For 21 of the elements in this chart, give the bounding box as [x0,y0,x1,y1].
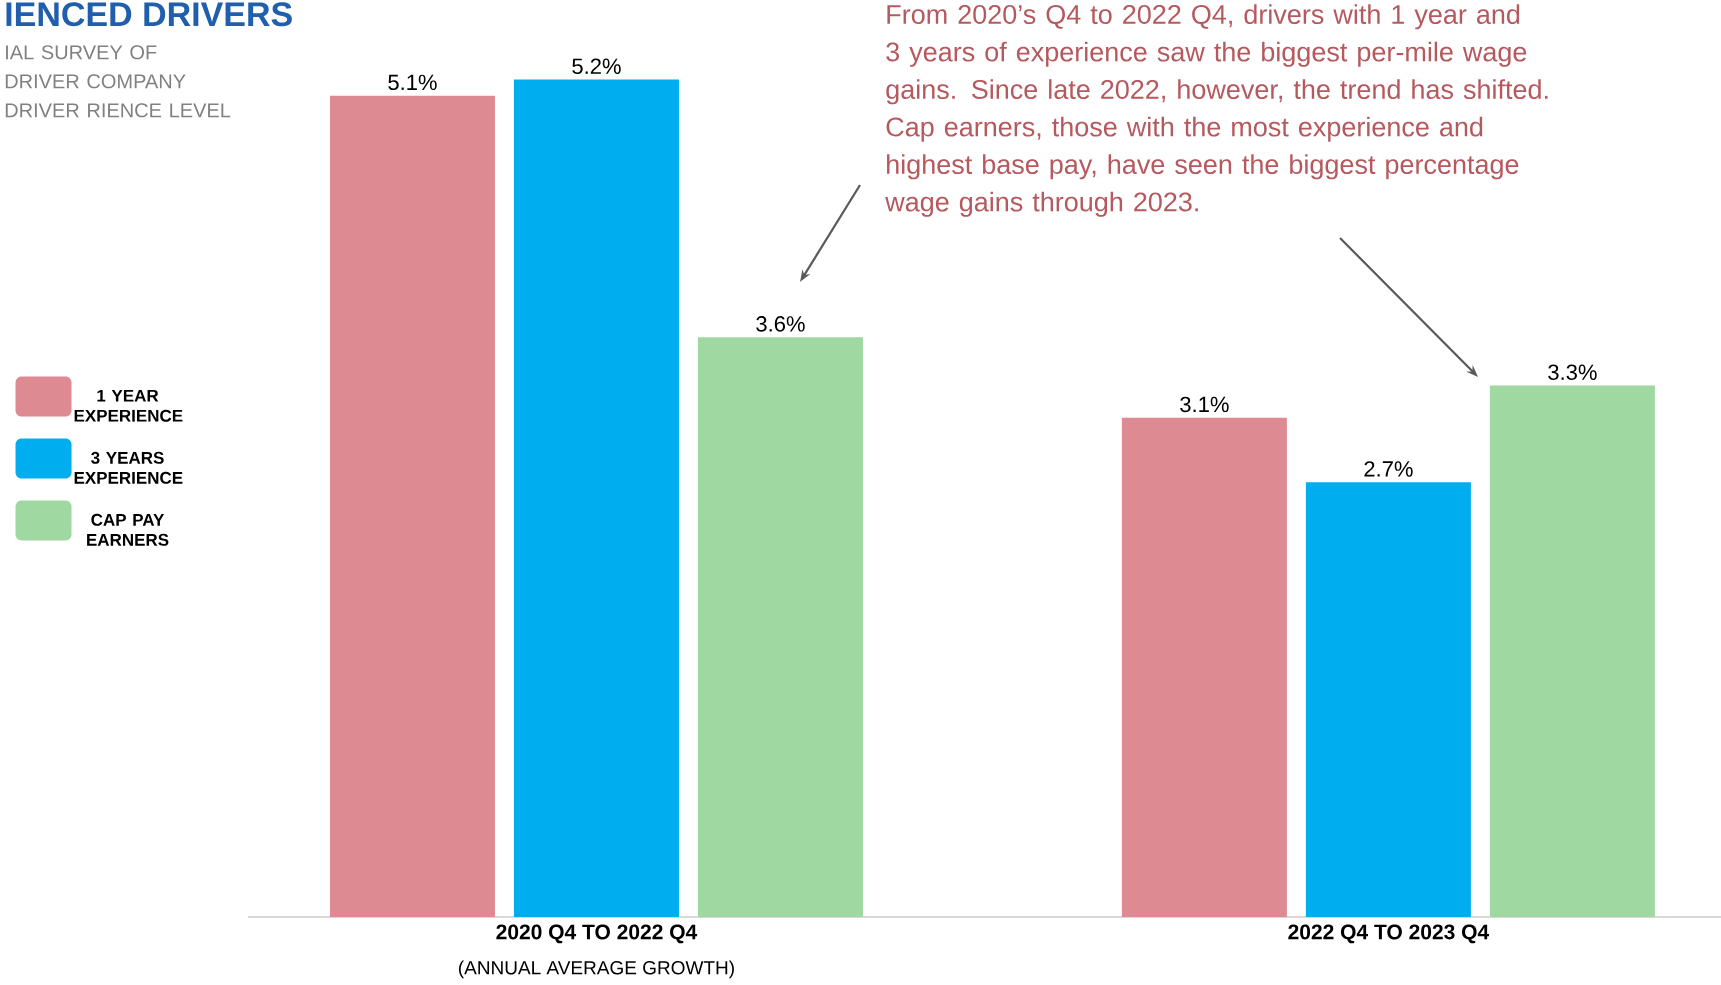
bar [697,337,863,917]
chart-title: IENCED DRIVERS [6,2,292,27]
bar [329,95,495,917]
bar [513,79,679,917]
legend-label: 1 YEAR EXPERIENCE [74,389,183,422]
bar [1305,482,1471,917]
data-label: 3.3% [1548,364,1597,381]
data-label: 3.1% [1180,396,1229,413]
data-label: 3.6% [756,316,805,332]
x-tick-label: 2020 Q4 TO 2022 Q4 [496,924,698,944]
x-tick-label: 2022 Q4 TO 2023 Q4 [1288,924,1490,944]
bar [1121,417,1287,917]
legend-label: CAP PAY EARNERS [87,513,169,546]
annotation: From 2020’s Q4 to 2022 Q4, drivers with 1 year and 3 years of experience saw the biggest per-mile wage gains. Since late 2022, however, the trend has shifted. Cap earners, those with the most experience and highest base pay, have seen the biggest percentage wage gains through 2023. [885,4,1548,217]
data-label: 5.1% [388,74,437,91]
bar [1489,385,1655,917]
data-label: 5.2% [572,58,621,75]
legend-label: 3 YEARS EXPERIENCE [74,451,183,484]
chart-subtitle: IAL SURVEY OF DRIVER COMPANY DRIVER RIENCE LEVEL [5,45,231,118]
data-label: 2.7% [1364,461,1413,477]
text: (ANNUAL AVERAGE GROWTH) [458,960,734,979]
